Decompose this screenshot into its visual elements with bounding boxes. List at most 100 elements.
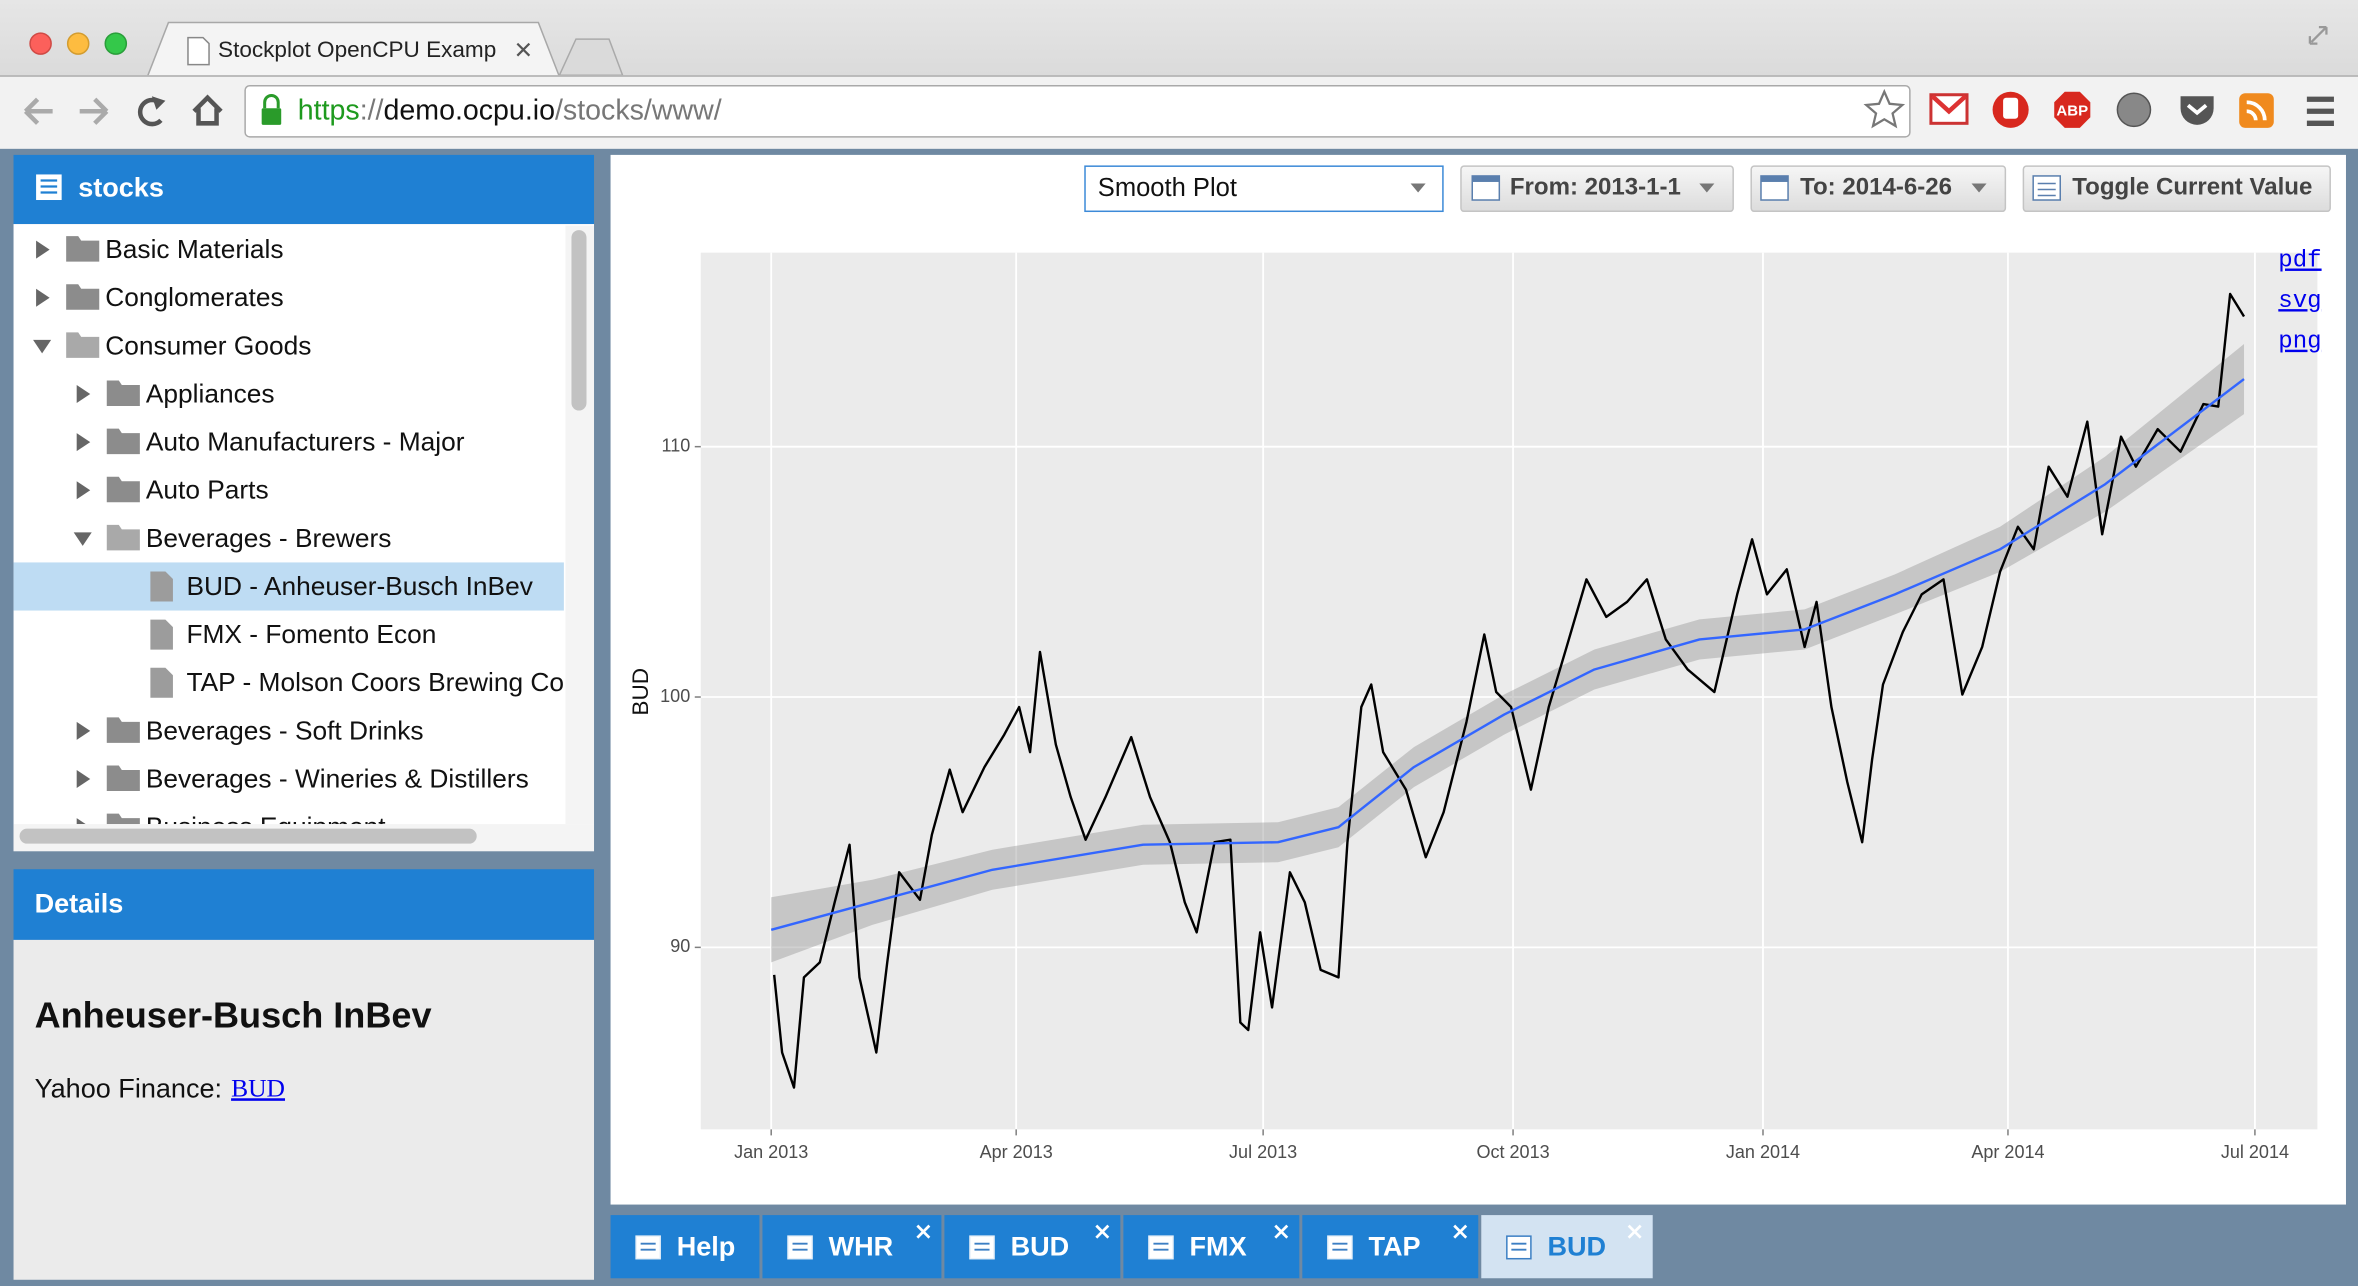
to-button[interactable]: To: 2014-6-26: [1750, 165, 2007, 213]
file-icon: [150, 571, 173, 602]
globe-icon[interactable]: [2116, 92, 2152, 128]
gmail-mark: [1930, 94, 1968, 115]
tab-close[interactable]: [916, 1224, 931, 1239]
from-button[interactable]: From: 2013-1-1: [1460, 165, 1734, 213]
tree-label[interactable]: Beverages - Wineries & Distillers: [146, 763, 529, 793]
expand-arrow[interactable]: [36, 288, 50, 307]
plot-type-select[interactable]: [1084, 165, 1444, 213]
tab-close[interactable]: [516, 42, 531, 57]
bookmark-star[interactable]: [1863, 88, 1906, 129]
tab-icon: [1148, 1235, 1174, 1260]
details-panel: [13, 939, 595, 1280]
x-tick-label: Jan 2013: [734, 1142, 808, 1162]
toggle-button[interactable]: Toggle Current Value: [2022, 165, 2331, 213]
x-tick-label: Jul 2014: [2221, 1142, 2289, 1162]
expand-arrow[interactable]: [76, 769, 91, 789]
tab-icon-lines: [974, 1242, 990, 1251]
zoom-button[interactable]: [104, 32, 128, 55]
back-button[interactable]: [23, 97, 53, 125]
expand-arrow[interactable]: [76, 481, 91, 500]
tree-vscroll-thumb[interactable]: [571, 230, 587, 411]
chart: 90 100 110 Jan 2013 Apr 2013 Jul 2013 Oct 2013…: [660, 252, 2318, 1162]
details-title: Details: [35, 888, 124, 918]
tree-label[interactable]: Business Equipment: [146, 812, 386, 842]
select-arrow: [1410, 183, 1426, 193]
file-icon: [150, 619, 173, 650]
tab-label[interactable]: BUD: [1011, 1231, 1070, 1261]
reload-arrow: [151, 96, 166, 110]
url[interactable]: https://demo.ocpu.io/stocks/www/: [298, 94, 722, 126]
panel-icon: [2032, 175, 2061, 201]
tree-label[interactable]: Conglomerates: [105, 282, 283, 312]
menu-button[interactable]: [2306, 96, 2334, 126]
home-button[interactable]: [192, 94, 223, 126]
tab-icon: [635, 1235, 661, 1260]
toggle-button-bg: [2022, 165, 2331, 213]
tab-icon-lines: [1153, 1242, 1169, 1251]
tab-label[interactable]: Help: [677, 1231, 736, 1261]
tree-label[interactable]: TAP - Molson Coors Brewing Co: [186, 667, 564, 697]
calendar-icon-bar: [1760, 175, 1789, 182]
to-label: To: 2014-6-26: [1800, 173, 1952, 200]
panel-icon-lines: [2037, 182, 2056, 197]
tab-close[interactable]: [1627, 1224, 1642, 1239]
tab-close[interactable]: [1274, 1224, 1289, 1239]
forward-button[interactable]: [79, 97, 109, 125]
address-bar[interactable]: [244, 84, 1911, 138]
ticker-link[interactable]: BUD: [231, 1073, 285, 1102]
details-source: Yahoo Finance: BUD: [35, 1073, 285, 1103]
tree-label[interactable]: Basic Materials: [105, 234, 283, 264]
download-link[interactable]: svg: [2278, 288, 2321, 315]
rss-mark: [2246, 100, 2267, 121]
collapse-arrow[interactable]: [73, 532, 92, 546]
tree-label[interactable]: Auto Parts: [146, 475, 269, 505]
tab-icon: [787, 1235, 813, 1260]
rss-icon[interactable]: [2239, 93, 2274, 128]
expand-arrow[interactable]: [76, 818, 91, 836]
adblock-icon[interactable]: [2054, 91, 2091, 128]
download-link[interactable]: png: [2278, 329, 2321, 356]
page-icon: [187, 36, 210, 66]
tree-label[interactable]: FMX - Fomento Econ: [186, 619, 436, 649]
to-button-bg: [1750, 165, 2007, 213]
tab-close[interactable]: [1095, 1224, 1110, 1239]
tree-label[interactable]: Beverages - Brewers: [146, 523, 392, 553]
tree-label[interactable]: Consumer Goods: [105, 330, 311, 360]
y-tick-label: 100: [660, 686, 690, 706]
tree-hscroll-thumb[interactable]: [19, 828, 477, 844]
tree-label[interactable]: Appliances: [146, 378, 275, 408]
expand-arrow[interactable]: [76, 721, 91, 740]
url-separator: ://: [360, 94, 384, 126]
fullscreen-button[interactable]: [2308, 25, 2328, 45]
tree-label[interactable]: Auto Manufacturers - Major: [146, 427, 465, 457]
y-tick-label: 110: [662, 435, 691, 455]
tab-icon: [969, 1235, 995, 1260]
tab-icon: [1327, 1235, 1353, 1260]
dropdown-arrow: [1699, 183, 1715, 193]
dropdown-arrow: [1971, 183, 1987, 193]
expand-arrow[interactable]: [36, 240, 50, 259]
tree-label[interactable]: BUD - Anheuser-Busch InBev: [186, 571, 533, 601]
folder-icon: [106, 765, 140, 792]
toggle-label: Toggle Current Value: [2072, 173, 2312, 200]
plot-type: Smooth Plot: [1098, 174, 1237, 202]
collapse-arrow[interactable]: [33, 339, 52, 354]
tab-label[interactable]: BUD: [1547, 1231, 1606, 1261]
expand-arrow[interactable]: [76, 384, 91, 404]
minimize-button[interactable]: [66, 32, 90, 55]
folder-icon: [66, 332, 100, 358]
download-link[interactable]: pdf: [2278, 248, 2321, 275]
expand-arrow[interactable]: [76, 433, 91, 452]
tab-label[interactable]: FMX: [1190, 1231, 1247, 1261]
folder-icon: [106, 717, 140, 743]
close-button[interactable]: [29, 32, 52, 55]
confidence-band: [771, 344, 2245, 963]
tab-label[interactable]: TAP: [1368, 1231, 1420, 1261]
tab-icon-lines: [1332, 1242, 1348, 1251]
tree-label[interactable]: Beverages - Soft Drinks: [146, 715, 424, 745]
pocket-mark: [2186, 103, 2208, 116]
tab-close[interactable]: [1453, 1224, 1468, 1239]
tab-label[interactable]: WHR: [829, 1231, 894, 1261]
